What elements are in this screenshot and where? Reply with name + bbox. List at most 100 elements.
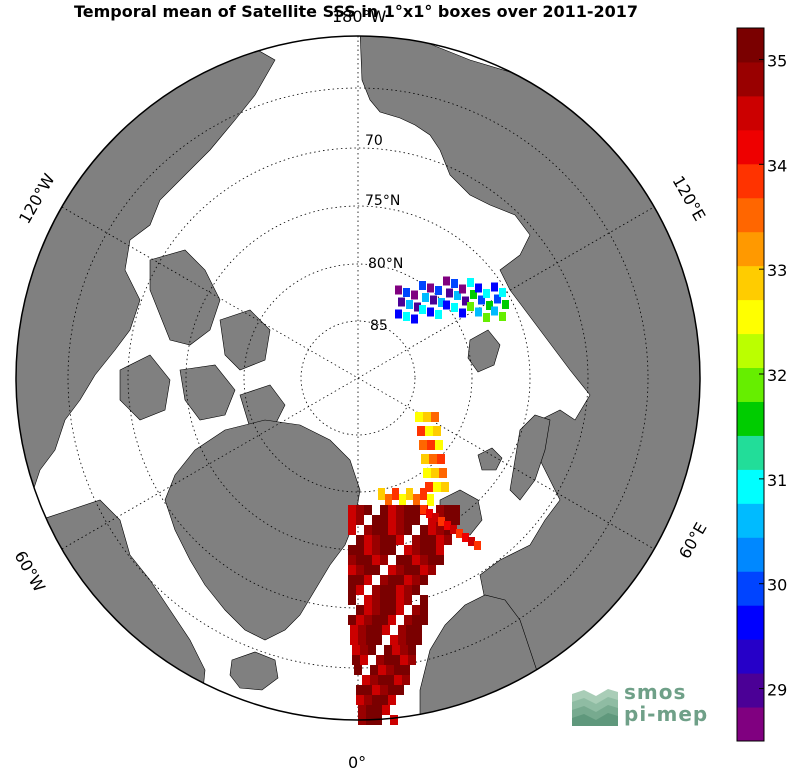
sss-cell xyxy=(356,695,364,705)
sss-cell xyxy=(436,525,444,535)
sss-cell xyxy=(372,555,380,565)
sss-cell xyxy=(384,655,392,665)
sss-cell xyxy=(356,685,364,695)
colorbar-tick-label: 32 xyxy=(767,366,787,385)
sss-cell xyxy=(385,494,392,506)
sss-cell xyxy=(428,535,436,545)
sss-cell xyxy=(420,505,427,514)
sss-cell xyxy=(404,525,412,535)
sss-cell xyxy=(420,525,428,535)
sss-cell xyxy=(382,705,390,715)
sss-cell xyxy=(491,306,498,316)
sss-cell xyxy=(436,555,444,565)
sss-cell xyxy=(462,533,469,542)
sss-cell xyxy=(364,545,372,555)
sss-cell xyxy=(364,605,372,615)
sss-cell xyxy=(364,685,372,695)
sss-cell xyxy=(402,675,410,685)
meridian-label-60w: 60°W xyxy=(11,548,50,596)
map-title: Temporal mean of Satellite SSS in 1°x1° … xyxy=(73,2,639,21)
sss-cell xyxy=(404,555,412,565)
colorbar-level xyxy=(737,639,764,674)
sss-cell xyxy=(425,426,433,436)
sss-cell xyxy=(358,635,366,645)
sss-cell xyxy=(360,655,368,665)
sss-cell xyxy=(388,525,396,535)
sss-cell xyxy=(374,705,382,715)
sss-cell xyxy=(428,555,436,565)
sss-cell xyxy=(380,515,388,525)
sss-cell xyxy=(378,665,386,675)
sss-cell xyxy=(435,440,443,450)
colorbar-level xyxy=(737,605,764,640)
colorbar-level xyxy=(737,197,764,233)
sss-cell xyxy=(402,665,410,675)
lat-label-85: 85 xyxy=(370,318,388,334)
sss-cell xyxy=(483,289,490,298)
sss-cell xyxy=(412,515,420,525)
sss-cell xyxy=(398,625,406,635)
sss-cell xyxy=(394,665,402,675)
sss-cell xyxy=(370,675,378,685)
sss-cell xyxy=(364,595,372,605)
sss-cell xyxy=(396,595,404,605)
sss-cell xyxy=(404,515,412,525)
sss-cell xyxy=(436,535,444,545)
colorbar-level xyxy=(737,231,764,267)
sss-cell xyxy=(388,565,396,575)
sss-cell xyxy=(390,715,398,725)
sss-cell xyxy=(474,541,481,550)
colorbar-tick-label: 34 xyxy=(767,156,787,175)
sss-cell xyxy=(372,585,380,595)
sss-cell xyxy=(404,505,412,515)
logo-text-smos: smos xyxy=(624,680,687,704)
colorbar-tick-label: 29 xyxy=(767,681,787,700)
sss-cell xyxy=(396,535,404,545)
sss-cell xyxy=(404,545,412,555)
sss-cell xyxy=(388,515,396,525)
sss-cell xyxy=(380,555,388,565)
sss-cell xyxy=(444,535,452,545)
sss-cell xyxy=(419,305,426,314)
sss-cell xyxy=(411,314,418,324)
sss-cell xyxy=(380,505,388,515)
sss-cell xyxy=(396,515,404,525)
sss-cell xyxy=(404,575,412,585)
logo-text-pimep: pi-mep xyxy=(624,702,709,726)
sss-cell xyxy=(430,295,437,305)
sss-cell xyxy=(358,625,366,635)
sss-cell xyxy=(427,307,434,317)
sss-cell xyxy=(467,278,474,287)
sss-cell xyxy=(348,615,356,625)
sss-cell xyxy=(404,565,412,575)
sss-cell xyxy=(392,645,400,655)
sss-cell xyxy=(372,535,380,545)
sss-cell xyxy=(412,605,420,615)
meridian-label-0: 0° xyxy=(348,753,366,771)
sss-cell xyxy=(417,426,425,436)
sss-cell xyxy=(444,505,452,515)
parallel-80 xyxy=(243,263,473,493)
sss-cell xyxy=(412,535,420,545)
sss-cell xyxy=(390,635,398,645)
colorbar-level xyxy=(737,469,764,504)
colorbar-level xyxy=(737,61,764,97)
sss-cell xyxy=(348,515,356,525)
colorbar-level xyxy=(737,95,764,131)
meridian-label-120w: 120°W xyxy=(15,170,59,227)
sss-cell xyxy=(356,615,364,625)
sss-cell xyxy=(428,565,436,575)
sss-cell xyxy=(452,515,460,525)
sss-cell xyxy=(396,685,404,695)
sss-cell xyxy=(414,302,421,312)
sss-cell xyxy=(358,705,366,715)
lat-label-80: 80°N xyxy=(368,256,403,272)
sss-cell xyxy=(399,494,406,506)
sss-cell xyxy=(360,645,368,655)
sss-cell xyxy=(459,284,466,294)
sss-cell xyxy=(420,565,428,575)
sss-cell xyxy=(396,555,404,565)
sss-cell xyxy=(427,283,434,293)
colorbar-level xyxy=(737,333,764,369)
colorbar-level xyxy=(737,673,764,708)
